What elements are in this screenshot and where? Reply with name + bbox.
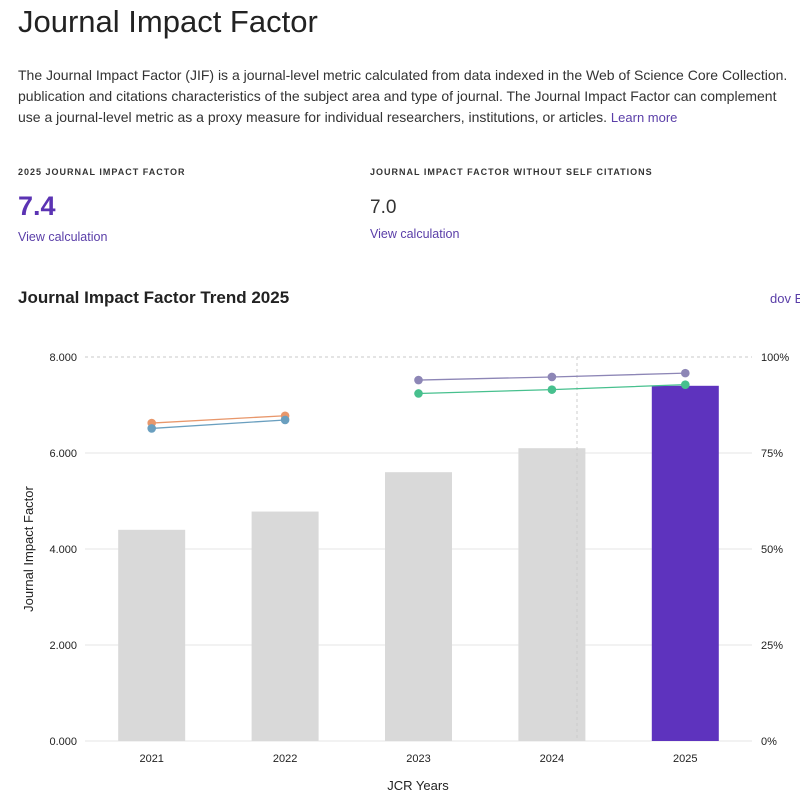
- x-tick-label: 2021: [139, 753, 163, 765]
- y-tick-label: 6.000: [49, 448, 77, 460]
- y2-tick-label: 50%: [761, 544, 783, 556]
- series-line: [151, 419, 286, 430]
- download-link[interactable]: dov E: [770, 291, 800, 306]
- description-line: publication and citations characteristic…: [18, 88, 777, 104]
- y2-tick-label: 0%: [761, 736, 777, 748]
- page-title: Journal Impact Factor: [18, 4, 318, 39]
- bar: [518, 448, 586, 741]
- chart-title: Journal Impact Factor Trend 2025: [18, 288, 290, 307]
- y-tick-label: 4.000: [49, 544, 77, 556]
- series-point: [414, 375, 423, 385]
- series-point: [681, 368, 690, 378]
- y-tick-label: 2.000: [49, 640, 77, 652]
- jif-label: 2025 JOURNAL IMPACT FACTOR: [18, 167, 186, 177]
- y-axis-title: Journal Impact Factor: [21, 485, 36, 611]
- x-tick-label: 2024: [540, 753, 564, 765]
- description-line-text: use a journal-level metric as a proxy me…: [18, 109, 608, 125]
- description-line: The Journal Impact Factor (JIF) is a jou…: [18, 67, 788, 83]
- bar: [385, 472, 452, 741]
- bar: [251, 511, 319, 741]
- jif-no-self-value: 7.0: [370, 197, 397, 218]
- jif-no-self-label: JOURNAL IMPACT FACTOR WITHOUT SELF CITAT…: [370, 167, 653, 177]
- x-tick-label: 2025: [673, 753, 697, 765]
- description: The Journal Impact Factor (JIF) is a jou…: [18, 65, 800, 128]
- bar: [118, 529, 186, 741]
- jif-no-self-view-calculation-link[interactable]: View calculation: [370, 227, 460, 241]
- series-point: [280, 415, 290, 425]
- jif-metric: 2025 JOURNAL IMPACT FACTOR 7.4 View calc…: [18, 167, 186, 244]
- jif-value: 7.4: [18, 191, 56, 221]
- series-line: [151, 415, 286, 424]
- x-tick-label: 2023: [406, 753, 430, 765]
- series-point: [681, 380, 690, 389]
- description-line: use a journal-level metric as a proxy me…: [18, 107, 800, 128]
- series-point: [147, 424, 156, 433]
- learn-more-link[interactable]: Learn more: [610, 110, 678, 125]
- jif-no-self-metric: JOURNAL IMPACT FACTOR WITHOUT SELF CITAT…: [370, 167, 653, 241]
- series-point: [414, 389, 423, 398]
- x-tick-label: 2022: [273, 753, 297, 765]
- y2-tick-label: 75%: [761, 448, 783, 460]
- y-tick-label: 0.000: [49, 736, 77, 748]
- jif-view-calculation-link[interactable]: View calculation: [18, 230, 108, 244]
- y2-tick-label: 100%: [761, 352, 789, 364]
- series-point: [547, 372, 557, 382]
- series-point: [547, 385, 557, 394]
- bar: [651, 385, 719, 741]
- y-tick-label: 8.000: [49, 352, 77, 364]
- y2-tick-label: 25%: [761, 640, 783, 652]
- x-axis-title: JCR Years: [387, 778, 449, 793]
